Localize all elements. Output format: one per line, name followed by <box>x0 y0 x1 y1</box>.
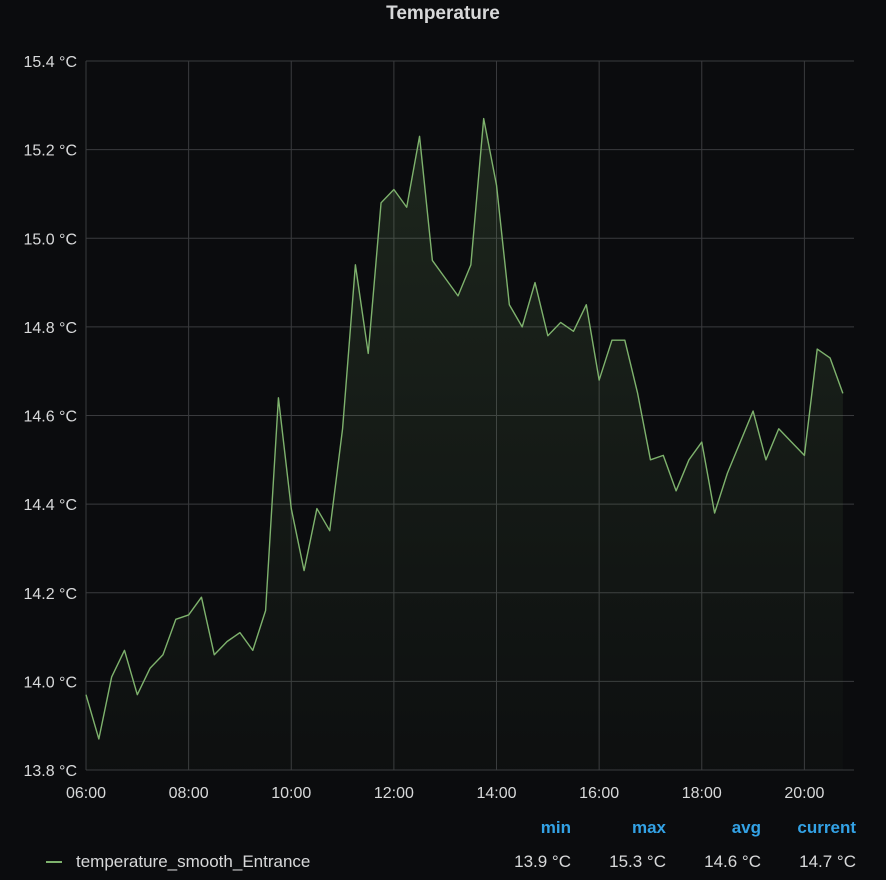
data-point[interactable] <box>495 183 499 187</box>
data-point[interactable] <box>392 188 396 192</box>
data-point[interactable] <box>379 201 383 205</box>
y-tick-label: 14.6 °C <box>23 409 77 426</box>
legend-value-avg: 14.6 °C <box>704 852 761 871</box>
x-tick-label: 10:00 <box>271 785 311 802</box>
data-point[interactable] <box>520 325 524 329</box>
data-point[interactable] <box>187 613 191 617</box>
data-point[interactable] <box>764 458 768 462</box>
y-tick-label: 13.8 °C <box>23 763 77 780</box>
data-point[interactable] <box>790 440 794 444</box>
legend-header-current[interactable]: current <box>797 818 856 837</box>
data-point[interactable] <box>507 303 511 307</box>
x-tick-label: 06:00 <box>66 785 106 802</box>
data-point[interactable] <box>238 631 242 635</box>
legend-value-min: 13.9 °C <box>514 852 571 871</box>
data-point[interactable] <box>353 263 357 267</box>
legend-value-current: 14.7 °C <box>799 852 856 871</box>
data-point[interactable] <box>276 396 280 400</box>
series-layer <box>84 117 845 771</box>
data-point[interactable] <box>315 507 319 511</box>
y-tick-label: 14.8 °C <box>23 320 77 337</box>
data-point[interactable] <box>584 303 588 307</box>
legend-header-avg[interactable]: avg <box>731 818 761 837</box>
data-point[interactable] <box>648 458 652 462</box>
data-point[interactable] <box>225 639 229 643</box>
data-point[interactable] <box>366 351 370 355</box>
data-point[interactable] <box>135 693 139 697</box>
data-point[interactable] <box>725 471 729 475</box>
y-axis: 13.8 °C 14.0 °C 14.2 °C 14.4 °C 14.6 °C 14.8 … <box>23 54 77 780</box>
data-point[interactable] <box>199 595 203 599</box>
data-point[interactable] <box>212 653 216 657</box>
data-point[interactable] <box>546 334 550 338</box>
data-point[interactable] <box>251 648 255 652</box>
data-point[interactable] <box>482 117 486 121</box>
data-point[interactable] <box>405 205 409 209</box>
y-tick-label: 14.4 °C <box>23 497 77 514</box>
data-point[interactable] <box>623 338 627 342</box>
data-point[interactable] <box>559 320 563 324</box>
legend-header-max[interactable]: max <box>631 818 666 837</box>
legend-swatch <box>46 861 62 863</box>
series-line[interactable] <box>85 117 844 740</box>
data-point[interactable] <box>802 453 806 457</box>
data-point[interactable] <box>687 458 691 462</box>
temperature-chart: 13.8 °C 14.0 °C 14.2 °C 14.4 °C 14.6 °C 14.8 … <box>23 54 854 802</box>
data-point[interactable] <box>443 276 447 280</box>
data-point[interactable] <box>674 489 678 493</box>
data-point[interactable] <box>533 281 537 285</box>
data-point[interactable] <box>97 737 101 741</box>
data-point[interactable] <box>597 378 601 382</box>
x-tick-label: 12:00 <box>374 785 414 802</box>
panel-title: Temperature <box>386 3 500 24</box>
data-point[interactable] <box>328 529 332 533</box>
data-point[interactable] <box>122 648 126 652</box>
legend-series-name[interactable]: temperature_smooth_Entrance <box>76 852 311 871</box>
data-point[interactable] <box>636 391 640 395</box>
data-point[interactable] <box>302 569 306 573</box>
data-point[interactable] <box>418 134 422 138</box>
x-tick-label: 18:00 <box>682 785 722 802</box>
y-tick-label: 15.2 °C <box>23 143 77 160</box>
data-point[interactable] <box>571 329 575 333</box>
data-point[interactable] <box>430 258 434 262</box>
data-point[interactable] <box>148 666 152 670</box>
data-point[interactable] <box>610 338 614 342</box>
data-point[interactable] <box>777 427 781 431</box>
legend-series-item[interactable]: temperature_smooth_Entrance <box>46 852 310 872</box>
data-point[interactable] <box>661 453 665 457</box>
data-point[interactable] <box>264 608 268 612</box>
y-tick-label: 14.0 °C <box>23 674 77 691</box>
legend: min max avg current temperature_smooth_E… <box>0 810 886 880</box>
x-tick-label: 08:00 <box>169 785 209 802</box>
x-tick-label: 16:00 <box>579 785 619 802</box>
data-point[interactable] <box>469 263 473 267</box>
legend-value-max: 15.3 °C <box>609 852 666 871</box>
data-point[interactable] <box>456 294 460 298</box>
x-tick-label: 20:00 <box>784 785 824 802</box>
data-point[interactable] <box>751 409 755 413</box>
data-point[interactable] <box>161 653 165 657</box>
data-point[interactable] <box>174 617 178 621</box>
y-tick-label: 14.2 °C <box>23 586 77 603</box>
data-point[interactable] <box>841 391 845 395</box>
data-point[interactable] <box>110 675 114 679</box>
x-axis: 06:00 08:00 10:00 12:00 14:00 16:00 18:00 20:00 <box>66 785 825 802</box>
data-point[interactable] <box>815 347 819 351</box>
series-area-fill <box>86 118 843 771</box>
y-tick-label: 15.4 °C <box>23 54 77 71</box>
data-point[interactable] <box>341 427 345 431</box>
data-point[interactable] <box>828 356 832 360</box>
data-point[interactable] <box>713 511 717 515</box>
legend-header-min[interactable]: min <box>540 818 571 837</box>
x-tick-label: 14:00 <box>476 785 516 802</box>
y-tick-label: 15.0 °C <box>23 231 77 248</box>
data-point[interactable] <box>700 440 704 444</box>
data-point[interactable] <box>738 440 742 444</box>
data-point[interactable] <box>84 693 88 697</box>
data-point[interactable] <box>289 507 293 511</box>
